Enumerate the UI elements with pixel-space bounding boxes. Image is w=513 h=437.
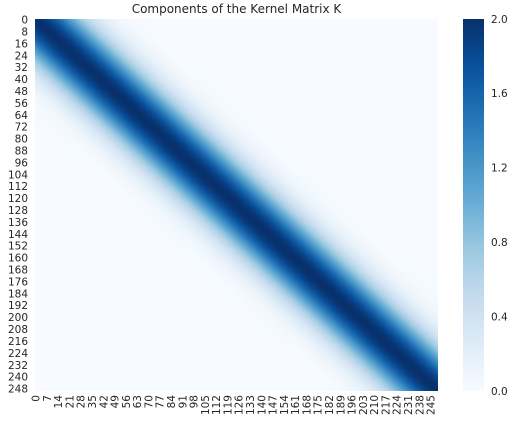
y-tick-label: 72 bbox=[15, 122, 28, 134]
x-tick-label: 77 bbox=[155, 395, 167, 408]
x-tick-label: 28 bbox=[76, 395, 88, 408]
x-tick-label: 49 bbox=[110, 395, 122, 408]
x-tick-label: 63 bbox=[132, 395, 144, 408]
x-tick-label: 154 bbox=[279, 395, 291, 415]
x-axis-ticks: 0 7 14 21 28 35 42 49 56 63 70 77 84 91 98 105 112 119 126… bbox=[31, 395, 438, 415]
x-tick-label: 245 bbox=[426, 395, 438, 415]
y-tick-label: 184 bbox=[8, 288, 28, 300]
x-tick-label: 70 bbox=[143, 395, 155, 408]
colorbar-tick-label: 1.6 bbox=[491, 88, 508, 100]
y-tick-label: 248 bbox=[8, 384, 28, 396]
y-tick-label: 0 bbox=[21, 15, 28, 27]
x-tick-label: 35 bbox=[87, 395, 99, 408]
x-tick-label: 14 bbox=[53, 395, 65, 409]
y-tick-label: 216 bbox=[8, 336, 28, 348]
x-tick-label: 98 bbox=[189, 395, 201, 408]
y-tick-label: 56 bbox=[15, 98, 29, 110]
y-tick-label: 144 bbox=[8, 229, 28, 241]
y-tick-label: 88 bbox=[15, 145, 28, 157]
y-tick-label: 8 bbox=[21, 26, 28, 38]
x-tick-label: 189 bbox=[335, 395, 347, 415]
x-tick-label: 112 bbox=[211, 395, 223, 415]
y-tick-label: 208 bbox=[8, 324, 28, 336]
y-tick-label: 192 bbox=[8, 300, 28, 312]
y-tick-label: 160 bbox=[8, 253, 28, 265]
y-tick-label: 224 bbox=[8, 348, 28, 360]
x-tick-label: 21 bbox=[64, 395, 76, 408]
x-tick-label: 231 bbox=[403, 395, 415, 415]
x-tick-label: 238 bbox=[414, 395, 426, 415]
x-tick-label: 210 bbox=[369, 395, 381, 415]
y-tick-label: 200 bbox=[8, 312, 28, 324]
y-tick-label: 112 bbox=[8, 181, 28, 193]
x-tick-label: 119 bbox=[222, 395, 234, 415]
y-tick-label: 168 bbox=[8, 265, 28, 277]
x-tick-label: 175 bbox=[313, 395, 325, 415]
colorbar-gradient bbox=[463, 19, 484, 391]
x-tick-label: 126 bbox=[234, 395, 246, 415]
x-tick-label: 161 bbox=[290, 395, 302, 415]
y-tick-label: 152 bbox=[8, 241, 28, 253]
y-tick-label: 24 bbox=[15, 50, 29, 62]
y-tick-label: 176 bbox=[8, 276, 28, 288]
x-tick-label: 91 bbox=[177, 395, 189, 408]
x-tick-label: 42 bbox=[98, 395, 110, 408]
y-tick-label: 80 bbox=[15, 134, 28, 146]
y-axis-ticks: 0816243240485664728088961041121201281361… bbox=[8, 15, 28, 396]
x-tick-label: 133 bbox=[245, 395, 257, 415]
x-tick-label: 0 bbox=[31, 395, 43, 402]
colorbar-tick-label: 1.2 bbox=[491, 163, 508, 175]
y-tick-label: 240 bbox=[8, 372, 28, 384]
y-tick-label: 128 bbox=[8, 205, 28, 217]
x-tick-label: 56 bbox=[121, 395, 133, 409]
y-tick-label: 232 bbox=[8, 360, 28, 372]
chart-title: Components of the Kernel Matrix K bbox=[132, 2, 343, 16]
colorbar: 0.0 0.4 0.8 1.2 1.6 2.0 bbox=[463, 14, 508, 398]
x-tick-label: 196 bbox=[347, 395, 359, 415]
y-tick-label: 16 bbox=[15, 38, 29, 50]
y-tick-label: 96 bbox=[15, 157, 29, 169]
x-tick-label: 217 bbox=[380, 395, 392, 415]
y-tick-label: 136 bbox=[8, 217, 28, 229]
colorbar-tick-label: 0.0 bbox=[491, 386, 508, 398]
x-tick-label: 105 bbox=[200, 395, 212, 415]
x-tick-label: 140 bbox=[256, 395, 268, 415]
x-tick-label: 168 bbox=[301, 395, 313, 415]
y-tick-label: 32 bbox=[15, 62, 28, 74]
x-tick-label: 182 bbox=[324, 395, 336, 415]
y-tick-label: 104 bbox=[8, 169, 28, 181]
colorbar-tick-label: 0.8 bbox=[491, 237, 508, 249]
x-tick-label: 7 bbox=[42, 395, 54, 402]
colorbar-tick-label: 2.0 bbox=[491, 14, 508, 26]
x-tick-label: 84 bbox=[166, 395, 178, 409]
x-tick-label: 203 bbox=[358, 395, 370, 415]
y-tick-label: 40 bbox=[15, 74, 28, 86]
x-tick-label: 224 bbox=[392, 395, 404, 415]
x-tick-label: 147 bbox=[268, 395, 280, 415]
y-tick-label: 48 bbox=[15, 86, 28, 98]
y-tick-label: 64 bbox=[15, 110, 29, 122]
y-tick-label: 120 bbox=[8, 193, 28, 205]
colorbar-tick-label: 0.4 bbox=[491, 311, 508, 323]
